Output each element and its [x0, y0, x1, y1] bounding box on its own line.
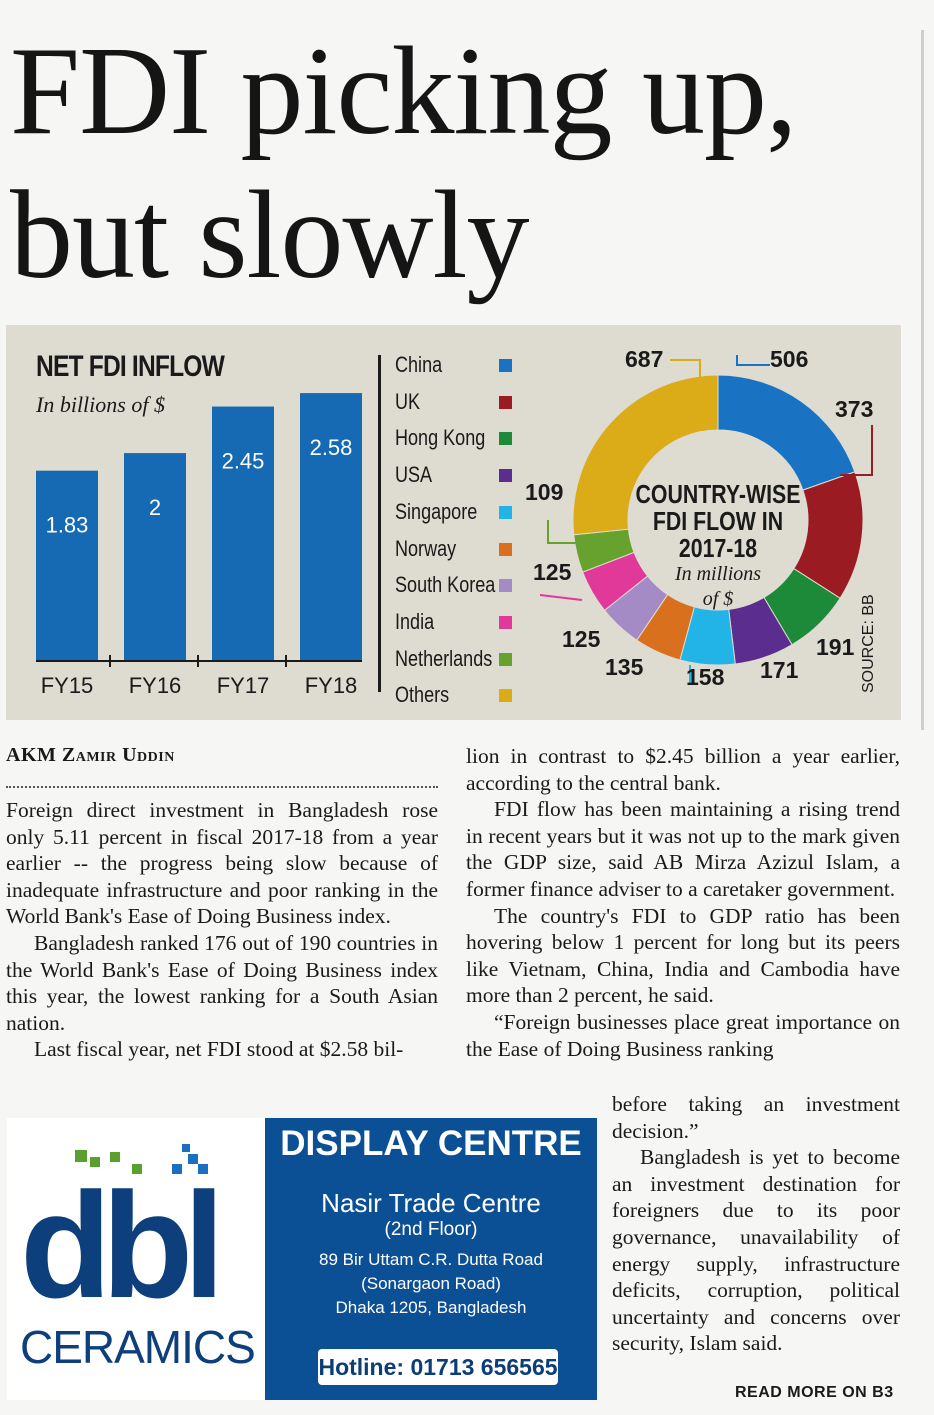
- headline-line-2: but slowly: [10, 166, 530, 305]
- x-tick-label: FY17: [217, 673, 270, 698]
- leader-line: [670, 359, 701, 380]
- paragraph: before taking an investment decision.”: [612, 1092, 900, 1143]
- legend-label: Others: [395, 682, 450, 708]
- bar-value-label: 1.83: [46, 513, 89, 538]
- slice-value-label: 125: [562, 626, 601, 652]
- leader-line: [736, 355, 770, 366]
- paragraph: Bangladesh is yet to become an investmen…: [612, 1145, 900, 1356]
- column-rule: [921, 30, 924, 730]
- legend-label: Singapore: [395, 498, 478, 524]
- leader-line: [539, 594, 583, 601]
- donut-center-text: COUNTRY-WISE: [636, 480, 801, 510]
- country-fdi-donut-chart: 506373191171158135125125109687COUNTRY-WI…: [525, 346, 877, 693]
- legend-label: Hong Kong: [395, 425, 486, 451]
- ad-floor: (2nd Floor): [384, 1219, 478, 1240]
- slice-value-label: 191: [816, 634, 855, 660]
- legend-label: USA: [395, 462, 433, 488]
- paragraph: Last fiscal year, net FDI stood at $2.58…: [34, 1037, 404, 1062]
- ad-address-3: Dhaka 1205, Bangladesh: [335, 1298, 527, 1317]
- dbl-logo-tiles-icon: [75, 1144, 208, 1174]
- legend-label: South Korea: [395, 572, 496, 598]
- byline-divider: [6, 786, 438, 788]
- ad-address-2: (Sonargaon Road): [361, 1274, 501, 1293]
- legend-label: Norway: [395, 535, 457, 561]
- leader-line: [840, 425, 873, 476]
- bar-value-label: 2.45: [222, 449, 265, 474]
- legend-swatch: [499, 469, 512, 483]
- x-tick-label: FY15: [41, 673, 94, 698]
- x-tick-label: FY18: [305, 673, 358, 698]
- headline: FDI picking up, but slowly: [10, 20, 910, 308]
- slice-value-label: 135: [605, 654, 644, 680]
- article-column-3: before taking an investment decision.” B…: [612, 1091, 900, 1357]
- paragraph: Foreign direct investment in Bangladesh …: [6, 798, 438, 929]
- bar-value-label: 2: [149, 495, 161, 520]
- paragraph: Bangladesh ranked 176 out of 190 countri…: [6, 930, 438, 1035]
- ad-logo: dbl: [20, 1161, 225, 1329]
- bar-FY17: [212, 406, 274, 660]
- leader-line: [547, 520, 578, 544]
- legend-swatch: [499, 542, 512, 556]
- bar-FY15: [36, 470, 98, 660]
- slice-value-label: 506: [770, 346, 808, 372]
- legend-swatch: [499, 652, 512, 666]
- legend-divider: [378, 355, 381, 692]
- ad-hotline[interactable]: Hotline: 01713 656565: [318, 1349, 558, 1385]
- slice-value-label: 687: [625, 346, 663, 372]
- legend-swatch: [499, 505, 512, 519]
- net-fdi-title: NET FDI INFLOW: [36, 350, 225, 383]
- ad-logo-sub: CERAMICS: [20, 1321, 256, 1373]
- slice-china: [717, 374, 856, 491]
- x-tick-label: FY16: [129, 673, 182, 698]
- ad-heading: DISPLAY CENTRE: [280, 1124, 582, 1163]
- legend-label: Netherlands: [395, 645, 493, 671]
- bar-FY16: [124, 453, 186, 660]
- legend-label: UK: [395, 388, 421, 414]
- legend-label: China: [395, 352, 443, 377]
- legend-swatch: [499, 432, 512, 446]
- legend-swatch: [499, 615, 512, 629]
- slice-value-label: 171: [760, 657, 799, 683]
- legend-swatch: [499, 579, 512, 593]
- net-fdi-bar-chart: 1.83 FY15 2 FY16 2.45 FY17 2.58 FY18: [36, 393, 362, 698]
- bar-value-label: 2.58: [310, 435, 353, 460]
- ad-address-1: 89 Bir Uttam C.R. Dutta Road: [319, 1250, 543, 1269]
- paragraph: “Foreign businesses place great importan…: [466, 1009, 900, 1061]
- slice-value-label: 373: [835, 396, 873, 422]
- legend-swatch: [499, 395, 512, 409]
- donut-center-text: of $: [703, 588, 734, 610]
- legend-swatch: [499, 689, 512, 703]
- article-column-1: Foreign direct investment in Bangladesh …: [6, 797, 438, 1063]
- legend-swatch: [499, 359, 512, 372]
- legend-label: India: [395, 608, 435, 634]
- ad-venue: Nasir Trade Centre: [321, 1188, 541, 1218]
- headline-line-1: FDI picking up,: [10, 22, 797, 161]
- byline: AKM Zamir Uddin: [6, 744, 175, 766]
- paragraph: FDI flow has been maintaining a rising t…: [466, 797, 900, 901]
- paragraph: lion in contrast to $2.45 billion a year…: [466, 744, 900, 795]
- slice-others: [572, 374, 719, 536]
- donut-center-text: In millions: [674, 563, 761, 585]
- slice-value-label: 125: [533, 559, 572, 585]
- slice-value-label: 158: [686, 664, 725, 690]
- paragraph: The country's FDI to GDP ratio has been …: [466, 903, 900, 1008]
- source-note: SOURCE: BB: [860, 594, 877, 693]
- slice-value-label: 109: [525, 479, 563, 505]
- read-more-link[interactable]: READ MORE ON B3: [735, 1384, 894, 1401]
- donut-center-text: FDI FLOW IN: [653, 507, 783, 537]
- bar-FY18: [300, 393, 362, 660]
- donut-center-text: 2017-18: [679, 534, 757, 564]
- net-fdi-subtitle: In billions of $: [36, 392, 165, 417]
- article-column-2: lion in contrast to $2.45 billion a year…: [466, 743, 900, 1062]
